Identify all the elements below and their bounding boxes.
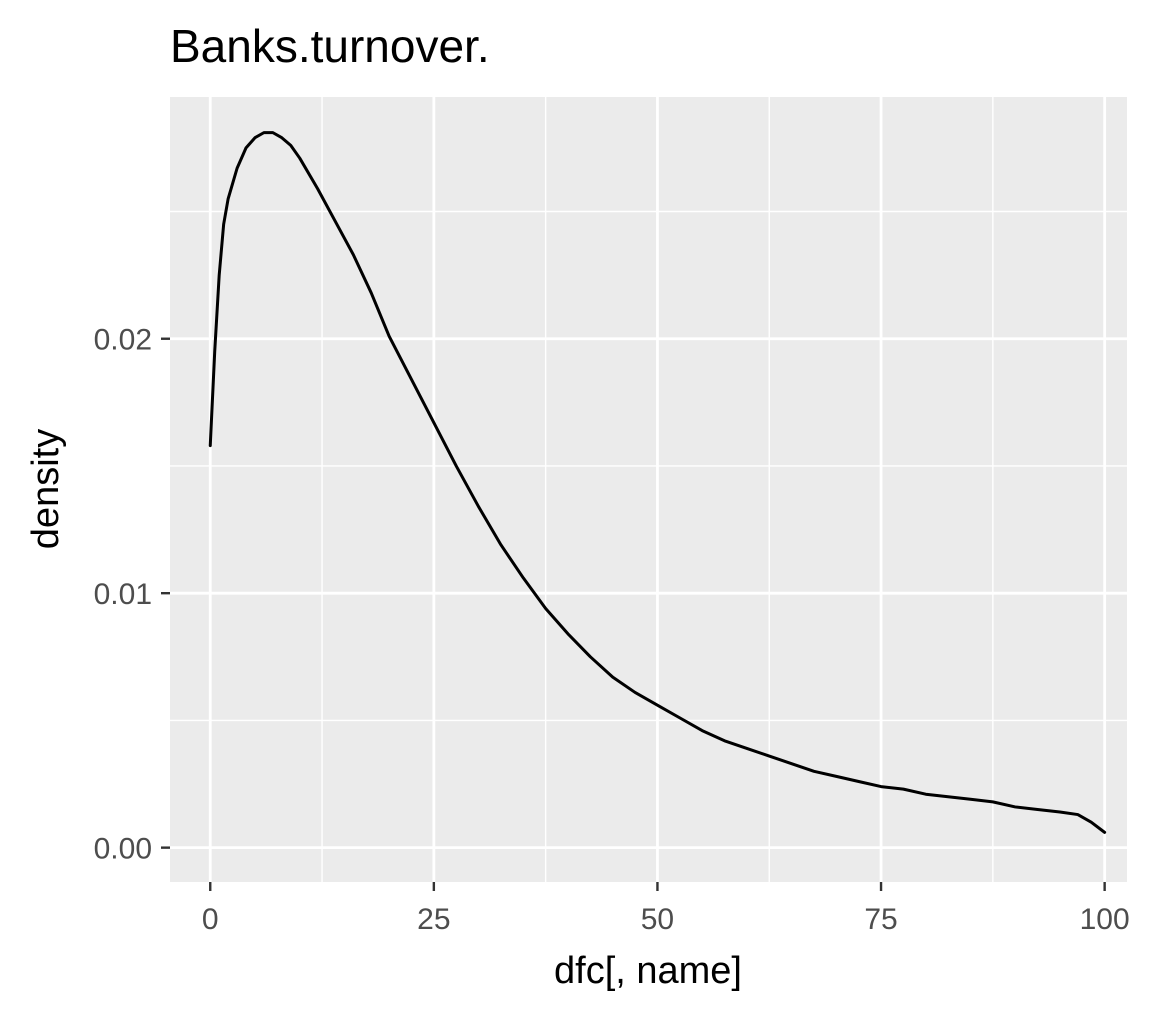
x-tick-label: 50 (641, 903, 674, 936)
density-line (208, 131, 1107, 834)
y-tick-label: 0.01 (94, 578, 152, 611)
x-axis-title: dfc[, name] (554, 950, 742, 992)
x-tick-label: 100 (1080, 903, 1130, 936)
y-tick-label: 0.00 (94, 833, 152, 866)
x-tick-label: 75 (864, 903, 897, 936)
plot-panel (170, 97, 1127, 882)
chart-title: Banks.turnover. (170, 20, 490, 72)
x-axis: 0 25 50 75 100 (202, 882, 1130, 936)
y-axis: 0.00 0.01 0.02 (94, 324, 170, 866)
x-tick-label: 25 (417, 903, 450, 936)
y-axis-title: density (25, 429, 67, 549)
x-tick-label: 0 (202, 903, 219, 936)
y-tick-label: 0.02 (94, 324, 152, 357)
major-gridlines (170, 97, 1127, 882)
